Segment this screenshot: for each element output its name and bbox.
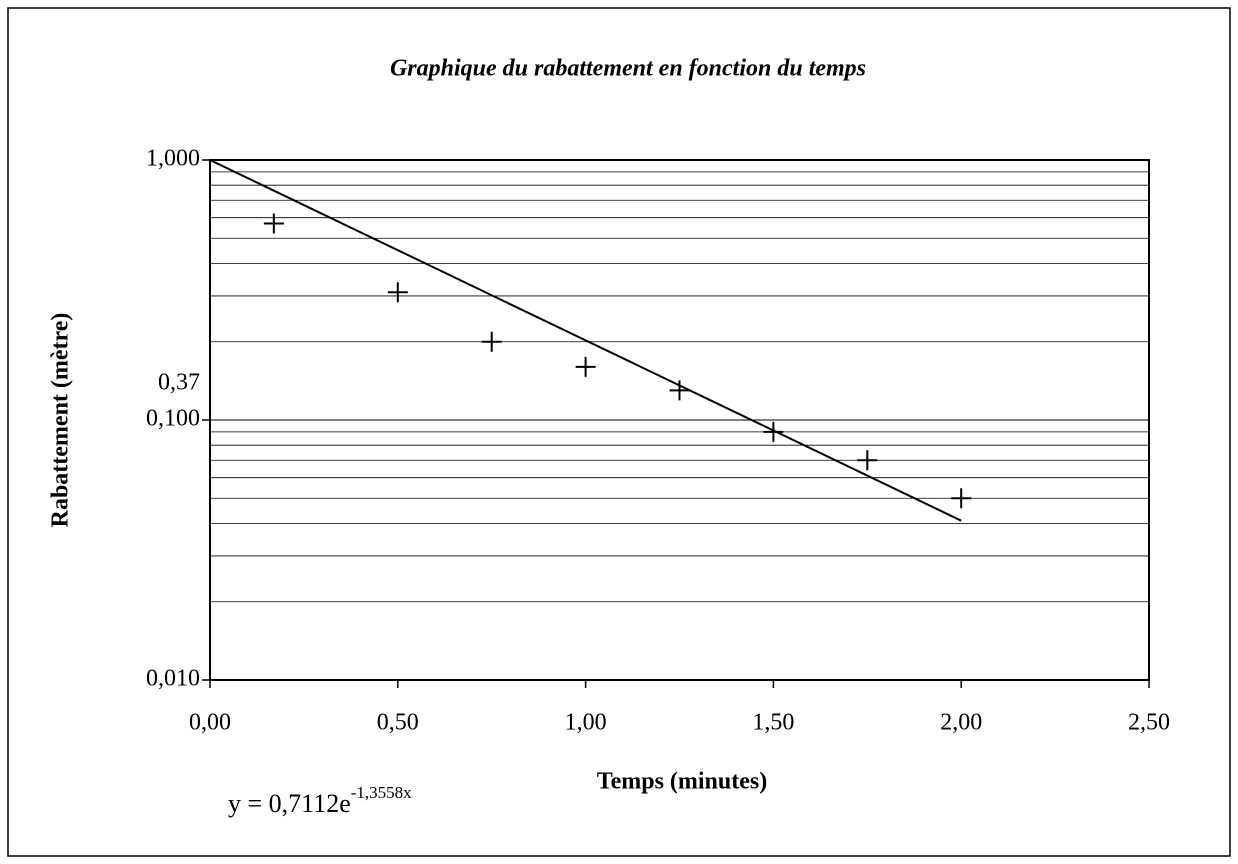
y-axis-label: Rabattement (mètre) [48, 313, 74, 528]
point [951, 488, 972, 509]
trendline [209, 159, 962, 522]
equation: y = 0,7112e-1,3558x [228, 783, 412, 818]
x-axis-label: Temps (minutes) [597, 769, 767, 795]
y-tick-label: 1,000 [146, 146, 200, 172]
x-tick-label: 0,00 [189, 710, 231, 736]
point [481, 331, 502, 352]
equation-base: y = 0,7112e [228, 789, 351, 818]
y-tick-label: 0,100 [146, 406, 200, 432]
point [669, 380, 690, 401]
y-tick-label: 0,010 [146, 666, 200, 692]
chart-title: Graphique du rabattement en fonction du … [390, 56, 866, 82]
x-tick-label: 0,50 [377, 710, 419, 736]
x-tick-label: 2,50 [1128, 710, 1170, 736]
point [263, 213, 284, 234]
point [763, 421, 784, 442]
x-tick-label: 1,00 [565, 710, 607, 736]
point [575, 356, 596, 377]
frame [7, 7, 1231, 857]
annotation: 0,37 [158, 370, 200, 396]
equation-exponent: -1,3558x [351, 783, 412, 802]
x-tick-label: 2,00 [940, 710, 982, 736]
x-tick-label: 1,50 [752, 710, 794, 736]
point [387, 282, 408, 303]
point [857, 450, 878, 471]
plot-area [209, 159, 1150, 681]
